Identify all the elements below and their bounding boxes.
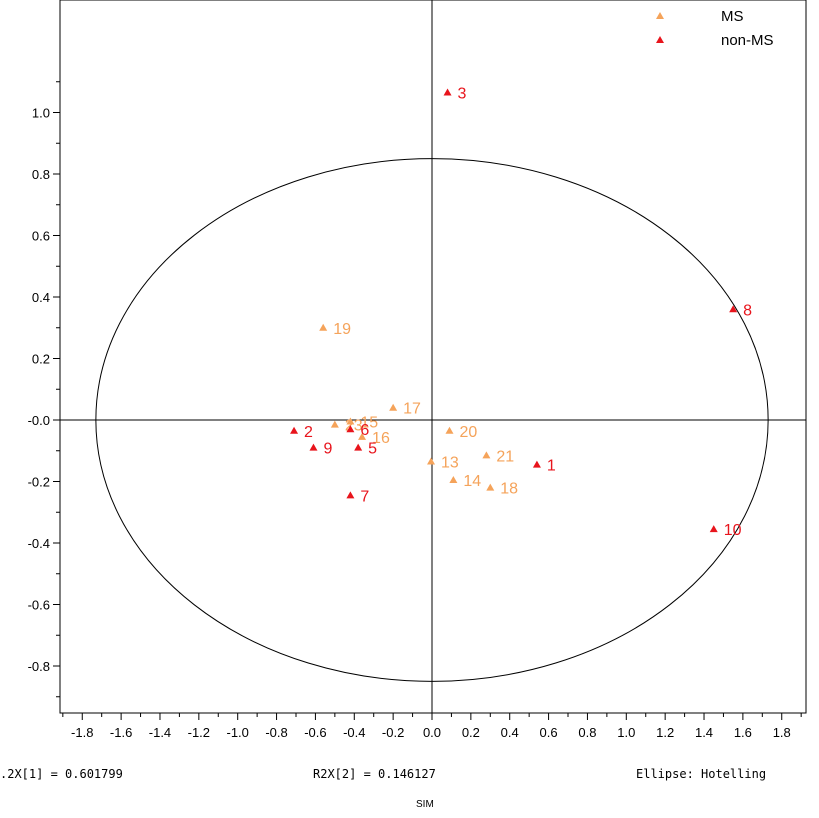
point-label-18: 18 <box>500 481 518 498</box>
x-tick-label: -1.0 <box>226 725 248 740</box>
point-label-16: 16 <box>372 430 390 447</box>
point-label-21: 21 <box>496 448 514 465</box>
point-label-3: 3 <box>458 86 467 103</box>
point-label-10: 10 <box>724 522 742 539</box>
x-tick-label: 1.8 <box>773 725 791 740</box>
point-label-7: 7 <box>360 488 369 505</box>
x-tick-label: 1.2 <box>656 725 674 740</box>
y-tick-label: 0.2 <box>32 352 50 367</box>
point-label-6: 6 <box>360 422 369 439</box>
point-label-15: 15 <box>360 415 378 432</box>
point-marker-20 <box>445 426 454 434</box>
point-label-13: 13 <box>441 455 459 472</box>
legend: MS non-MS <box>656 8 774 49</box>
x-tick-label: 0.4 <box>501 725 519 740</box>
y-tick-label: -0.2 <box>28 475 50 490</box>
point-label-17: 17 <box>403 401 421 418</box>
x-tick-label: 1.6 <box>734 725 752 740</box>
x-tick-label: -0.8 <box>265 725 287 740</box>
point-marker-16 <box>358 432 367 440</box>
ellipse-readout: Ellipse: Hotelling <box>636 767 767 781</box>
legend-label-MS: MS <box>721 8 744 25</box>
point-marker-8 <box>729 305 738 313</box>
y-tick-label: 0.8 <box>32 167 50 182</box>
y-tick-label: 0.4 <box>32 290 50 305</box>
point-label-14: 14 <box>463 473 481 490</box>
point-marker-7 <box>346 491 355 499</box>
x-tick-label: -1.8 <box>71 725 93 740</box>
x-tick-label: -0.2 <box>382 725 404 740</box>
x-tick-label: 0.0 <box>423 725 441 740</box>
x-tick-label: -0.4 <box>343 725 365 740</box>
point-marker-18 <box>486 483 495 491</box>
point-label-19: 19 <box>333 321 351 338</box>
r2x2-readout: R2X[2] = 0.146127 <box>313 767 436 781</box>
sim-label: SIM <box>416 799 434 810</box>
point-marker-23 <box>330 420 339 428</box>
point-label-5: 5 <box>368 441 377 458</box>
plot-frame <box>59 0 807 714</box>
point-marker-6 <box>346 425 355 433</box>
point-marker-17 <box>389 403 398 411</box>
point-marker-15 <box>346 417 355 425</box>
point-marker-9 <box>309 443 318 451</box>
point-marker-3 <box>443 88 452 96</box>
r2x1-readout: .2X[1] = 0.601799 <box>0 767 123 781</box>
x-tick-label: 0.6 <box>540 725 558 740</box>
x-tick-label: -1.6 <box>110 725 132 740</box>
y-tick-label: -0.8 <box>28 659 50 674</box>
x-tick-label: -1.4 <box>149 725 171 740</box>
point-marker-1 <box>532 460 541 468</box>
x-tick-label: -1.2 <box>188 725 210 740</box>
y-tick-label: -0.6 <box>28 598 50 613</box>
point-marker-10 <box>709 525 718 533</box>
x-tick-label: 0.2 <box>462 725 480 740</box>
x-tick-label: -0.6 <box>304 725 326 740</box>
legend-marker-MS <box>656 12 664 19</box>
y-axis-ticks: 1.0 0.8 0.6 0.4 0.2 -0.0 -0.2 -0.4 -0.6 -0.8 <box>28 81 60 698</box>
point-label-2: 2 <box>304 424 313 441</box>
point-marker-13 <box>427 457 436 465</box>
point-marker-21 <box>482 451 491 459</box>
x-tick-label: 1.0 <box>617 725 635 740</box>
point-label-8: 8 <box>743 302 752 319</box>
point-marker-19 <box>319 323 328 331</box>
point-marker-5 <box>354 443 363 451</box>
y-tick-label: 0.6 <box>32 229 50 244</box>
point-label-9: 9 <box>323 441 332 458</box>
point-marker-14 <box>449 475 458 483</box>
legend-label-non-MS: non-MS <box>721 32 774 49</box>
x-tick-label: 1.4 <box>695 725 713 740</box>
y-tick-label: -0.0 <box>28 413 50 428</box>
x-tick-label: 0.8 <box>578 725 596 740</box>
point-label-1: 1 <box>547 458 556 475</box>
y-tick-label: 1.0 <box>32 106 50 121</box>
x-axis-ticks: -1.8 -1.6 -1.4 -1.2 -1.0 -0.8 -0.6 -0.4 -0.2 0.0 0… <box>62 713 802 740</box>
y-tick-label: -0.4 <box>28 536 50 551</box>
legend-marker-non-MS <box>656 36 664 43</box>
point-label-20: 20 <box>459 424 477 441</box>
point-marker-2 <box>290 426 299 434</box>
